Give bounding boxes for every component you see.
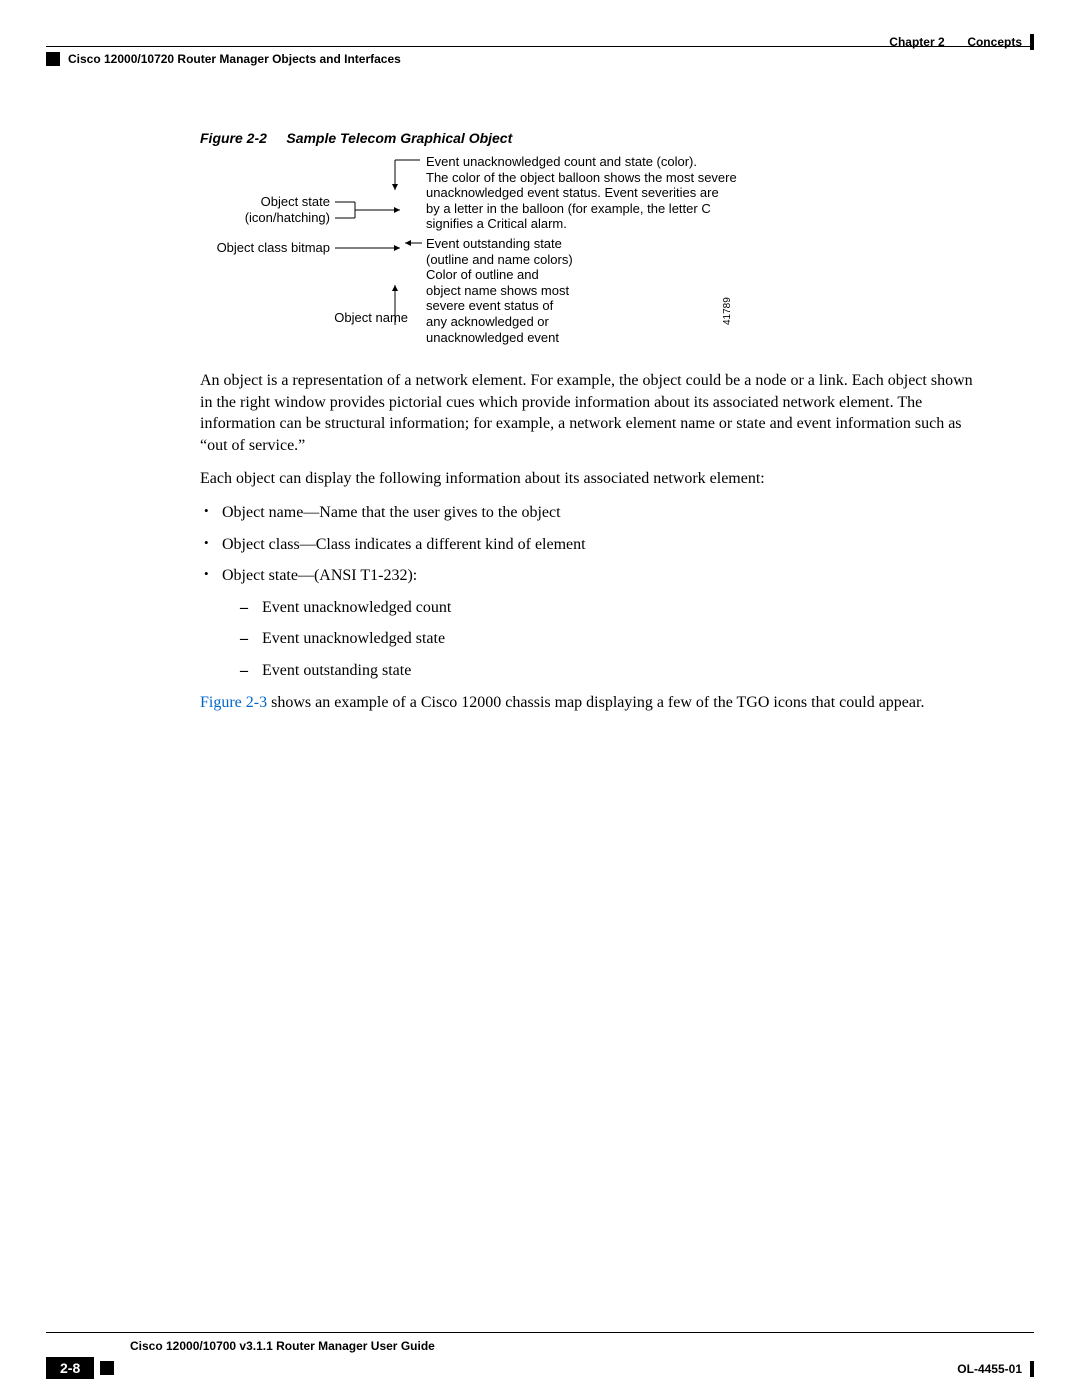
doc-id: OL-4455-01 xyxy=(957,1362,1022,1376)
figure-title: Sample Telecom Graphical Object xyxy=(286,130,512,146)
bullet-item-3: Object state—(ANSI T1-232): Event unackn… xyxy=(200,565,980,681)
label-object-name: Object name xyxy=(308,310,408,326)
header-rule xyxy=(46,46,1034,47)
footer-guide-title: Cisco 12000/10700 v3.1.1 Router Manager … xyxy=(130,1339,435,1353)
header-square-icon xyxy=(46,52,60,66)
footer-right: OL-4455-01 xyxy=(957,1361,1034,1377)
label-object-class-bitmap: Object class bitmap xyxy=(200,240,330,256)
figure-diagram: Object state (icon/hatching) Object clas… xyxy=(200,150,760,345)
label-event-unack: Event unacknowledged count and state (co… xyxy=(426,154,746,232)
paragraph-1: An object is a representation of a netwo… xyxy=(200,370,980,456)
bullet-item-1: Object name—Name that the user gives to … xyxy=(200,502,980,524)
page-number: 2-8 xyxy=(46,1357,94,1379)
footer-left: 2-8 xyxy=(46,1357,114,1379)
paragraph-3: Figure 2-3 shows an example of a Cisco 1… xyxy=(200,692,980,714)
bullet-list: Object name—Name that the user gives to … xyxy=(200,502,980,682)
header-chapter: Chapter 2 Concepts xyxy=(889,34,1034,50)
label-event-outstanding: Event outstanding state (outline and nam… xyxy=(426,236,746,345)
figure-image-id: 41789 xyxy=(722,297,733,325)
footer-square-icon xyxy=(100,1361,114,1375)
section-title: Cisco 12000/10720 Router Manager Objects… xyxy=(68,52,401,66)
header-bar-icon xyxy=(1030,34,1034,50)
figure-2-3-link[interactable]: Figure 2-3 xyxy=(200,694,267,711)
sub-bullet-3: Event outstanding state xyxy=(240,660,980,682)
sub-bullet-2: Event unacknowledged state xyxy=(240,628,980,650)
sub-bullet-1: Event unacknowledged count xyxy=(240,597,980,619)
paragraph-3-rest: shows an example of a Cisco 12000 chassi… xyxy=(267,694,924,711)
figure-caption: Figure 2-2 Sample Telecom Graphical Obje… xyxy=(200,130,512,146)
paragraph-2: Each object can display the following in… xyxy=(200,468,980,490)
header-section: Cisco 12000/10720 Router Manager Objects… xyxy=(46,52,401,66)
bullet-item-2: Object class—Class indicates a different… xyxy=(200,534,980,556)
footer-rule xyxy=(46,1332,1034,1333)
body-content: An object is a representation of a netwo… xyxy=(200,370,980,725)
sub-bullet-list: Event unacknowledged count Event unackno… xyxy=(240,597,980,682)
page-header: Chapter 2 Concepts Cisco 12000/10720 Rou… xyxy=(46,34,1034,74)
figure-label: Figure 2-2 xyxy=(200,130,267,146)
label-object-state: Object state (icon/hatching) xyxy=(200,194,330,225)
footer-bar-icon xyxy=(1030,1361,1034,1377)
